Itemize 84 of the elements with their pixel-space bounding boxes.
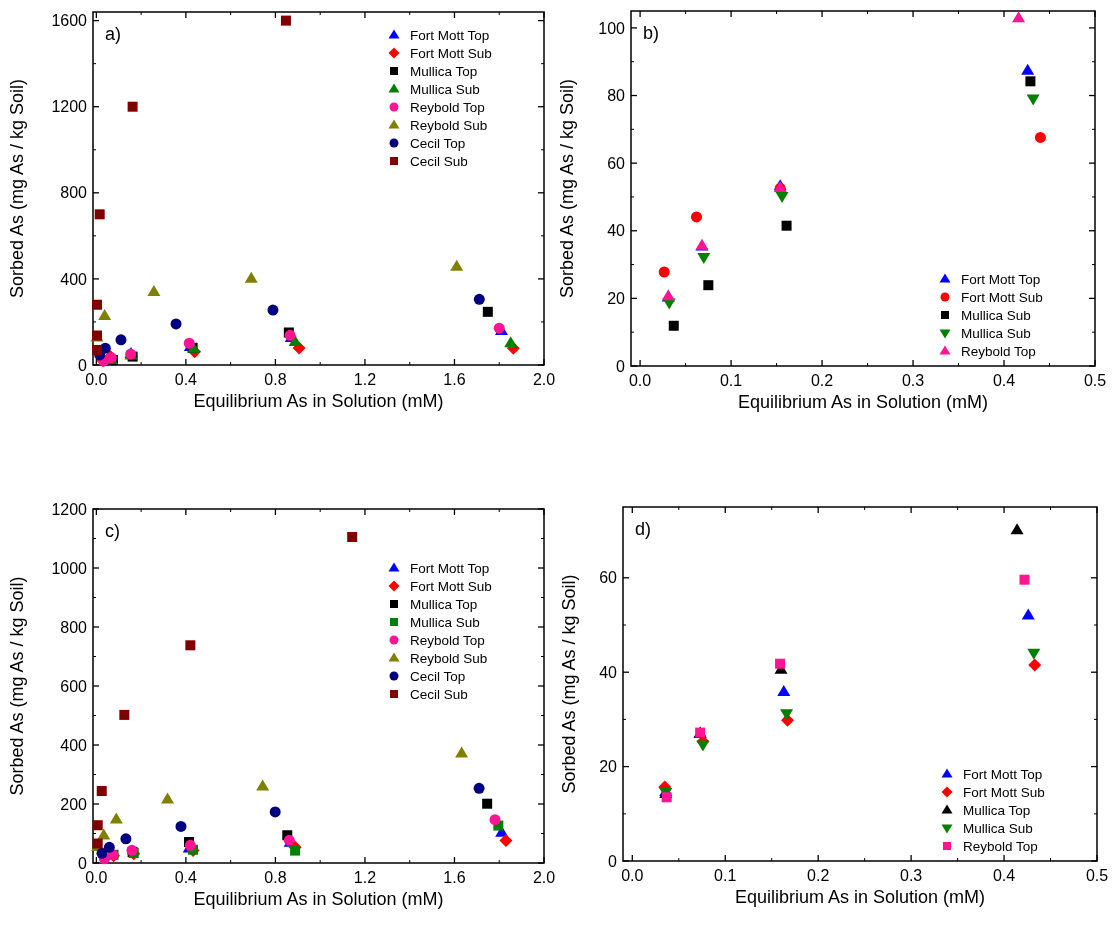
- text: d): [635, 519, 652, 539]
- y-tick-label: 80: [607, 87, 626, 105]
- legend-label: Cecil Sub: [410, 153, 468, 169]
- y-tick-label: 0: [616, 357, 626, 375]
- y-tick-label: 1600: [51, 12, 88, 30]
- legend-label: Fort Mott Sub: [961, 289, 1043, 305]
- x-tick-label: 0.4: [174, 371, 198, 388]
- legend-label: Fort Mott Sub: [410, 45, 492, 61]
- x-tick-label: 0.8: [264, 371, 287, 388]
- y-tick-label: 400: [60, 270, 88, 288]
- x-tick-label: 2.0: [532, 371, 556, 388]
- legend-label: Fort Mott Sub: [410, 578, 492, 594]
- x-axis-title: Equilibrium As in Solution (mM): [193, 391, 444, 411]
- y-tick-label: 600: [60, 677, 88, 695]
- x-tick-label: 0.3: [899, 867, 923, 884]
- text: a): [105, 24, 122, 44]
- x-axis-title: Equilibrium As in Solution (mM): [734, 887, 986, 907]
- x-tick-label: 0.0: [85, 869, 108, 886]
- x-tick-label: 0.1: [714, 867, 737, 884]
- legend-label: Fort Mott Top: [963, 766, 1043, 782]
- legend-label: Reybold Top: [961, 343, 1036, 359]
- x-tick-label: 1.6: [443, 371, 466, 388]
- y-axis-title: Sorbed As (mg As / kg Soil): [7, 576, 27, 796]
- legend-label: Fort Mott Top: [961, 271, 1041, 287]
- y-tick-label: 60: [607, 154, 626, 172]
- y-tick-label: 0: [608, 852, 618, 870]
- legend-label: Mullica Top: [410, 63, 478, 79]
- legend-label: Reybold Top: [963, 838, 1038, 854]
- legend-label: Mullica Top: [410, 596, 478, 612]
- text: c): [105, 521, 120, 541]
- x-tick-label: 2.0: [532, 869, 556, 886]
- legend-label: Cecil Top: [410, 135, 466, 151]
- x-tick-label: 0.2: [810, 372, 834, 389]
- y-tick-label: 0: [78, 854, 88, 872]
- y-tick-label: 60: [599, 569, 618, 587]
- x-tick-label: 0.3: [901, 372, 925, 389]
- legend-label: Fort Mott Sub: [963, 784, 1045, 800]
- x-tick-label: 0.0: [621, 867, 644, 884]
- y-tick-label: 100: [598, 19, 626, 37]
- legend-label: Mullica Sub: [410, 81, 480, 97]
- text: b): [643, 23, 660, 43]
- x-tick-label: 0.5: [1083, 372, 1107, 389]
- x-tick-label: 0.2: [807, 867, 830, 884]
- y-tick-label: 400: [60, 736, 88, 754]
- legend-label: Reybold Sub: [410, 650, 488, 666]
- x-tick-label: 0.0: [85, 371, 108, 388]
- y-tick-label: 800: [60, 184, 88, 202]
- y-tick-label: 200: [60, 795, 88, 813]
- legend-label: Cecil Top: [410, 668, 466, 684]
- y-tick-label: 0: [78, 356, 88, 374]
- legend-label: Cecil Sub: [410, 686, 468, 702]
- y-tick-label: 1200: [51, 98, 88, 116]
- x-axis-title: Equilibrium As in Solution (mM): [737, 392, 989, 412]
- legend-label: Reybold Top: [410, 632, 485, 648]
- y-tick-label: 20: [607, 289, 626, 307]
- x-tick-label: 0.1: [719, 372, 743, 389]
- y-tick-label: 1200: [51, 500, 88, 518]
- legend-label: Reybold Sub: [410, 117, 488, 133]
- y-axis-title: Sorbed As (mg As / kg Soil): [557, 78, 577, 299]
- legend-label: Mullica Sub: [963, 820, 1033, 836]
- y-tick-label: 20: [599, 758, 618, 776]
- x-tick-label: 0.4: [992, 372, 1016, 389]
- legend-label: Mullica Sub: [961, 307, 1031, 323]
- x-tick-label: 1.6: [443, 869, 466, 886]
- y-tick-label: 800: [60, 618, 88, 636]
- y-axis-title: Sorbed As (mg As / kg Soil): [7, 78, 27, 299]
- y-tick-label: 40: [607, 222, 626, 240]
- x-tick-label: 0.8: [264, 869, 287, 886]
- legend-label: Mullica Sub: [410, 614, 480, 630]
- y-tick-label: 40: [599, 663, 618, 681]
- x-tick-label: 0.4: [174, 869, 198, 886]
- x-tick-label: 0.4: [992, 867, 1016, 884]
- x-tick-label: 0.0: [628, 372, 652, 389]
- legend-label: Mullica Sub: [961, 325, 1031, 341]
- x-tick-label: 1.2: [353, 869, 377, 886]
- legend-label: Mullica Top: [963, 802, 1031, 818]
- legend-label: Reybold Top: [410, 99, 485, 115]
- y-tick-label: 1000: [51, 559, 88, 577]
- legend-label: Fort Mott Top: [410, 27, 490, 43]
- x-tick-label: 1.2: [353, 371, 377, 388]
- y-axis-title: Sorbed As (mg As / kg Soil): [559, 574, 579, 794]
- legend-label: Fort Mott Top: [410, 560, 490, 576]
- x-axis-title: Equilibrium As in Solution (mM): [193, 889, 444, 909]
- x-tick-label: 0.5: [1085, 867, 1109, 884]
